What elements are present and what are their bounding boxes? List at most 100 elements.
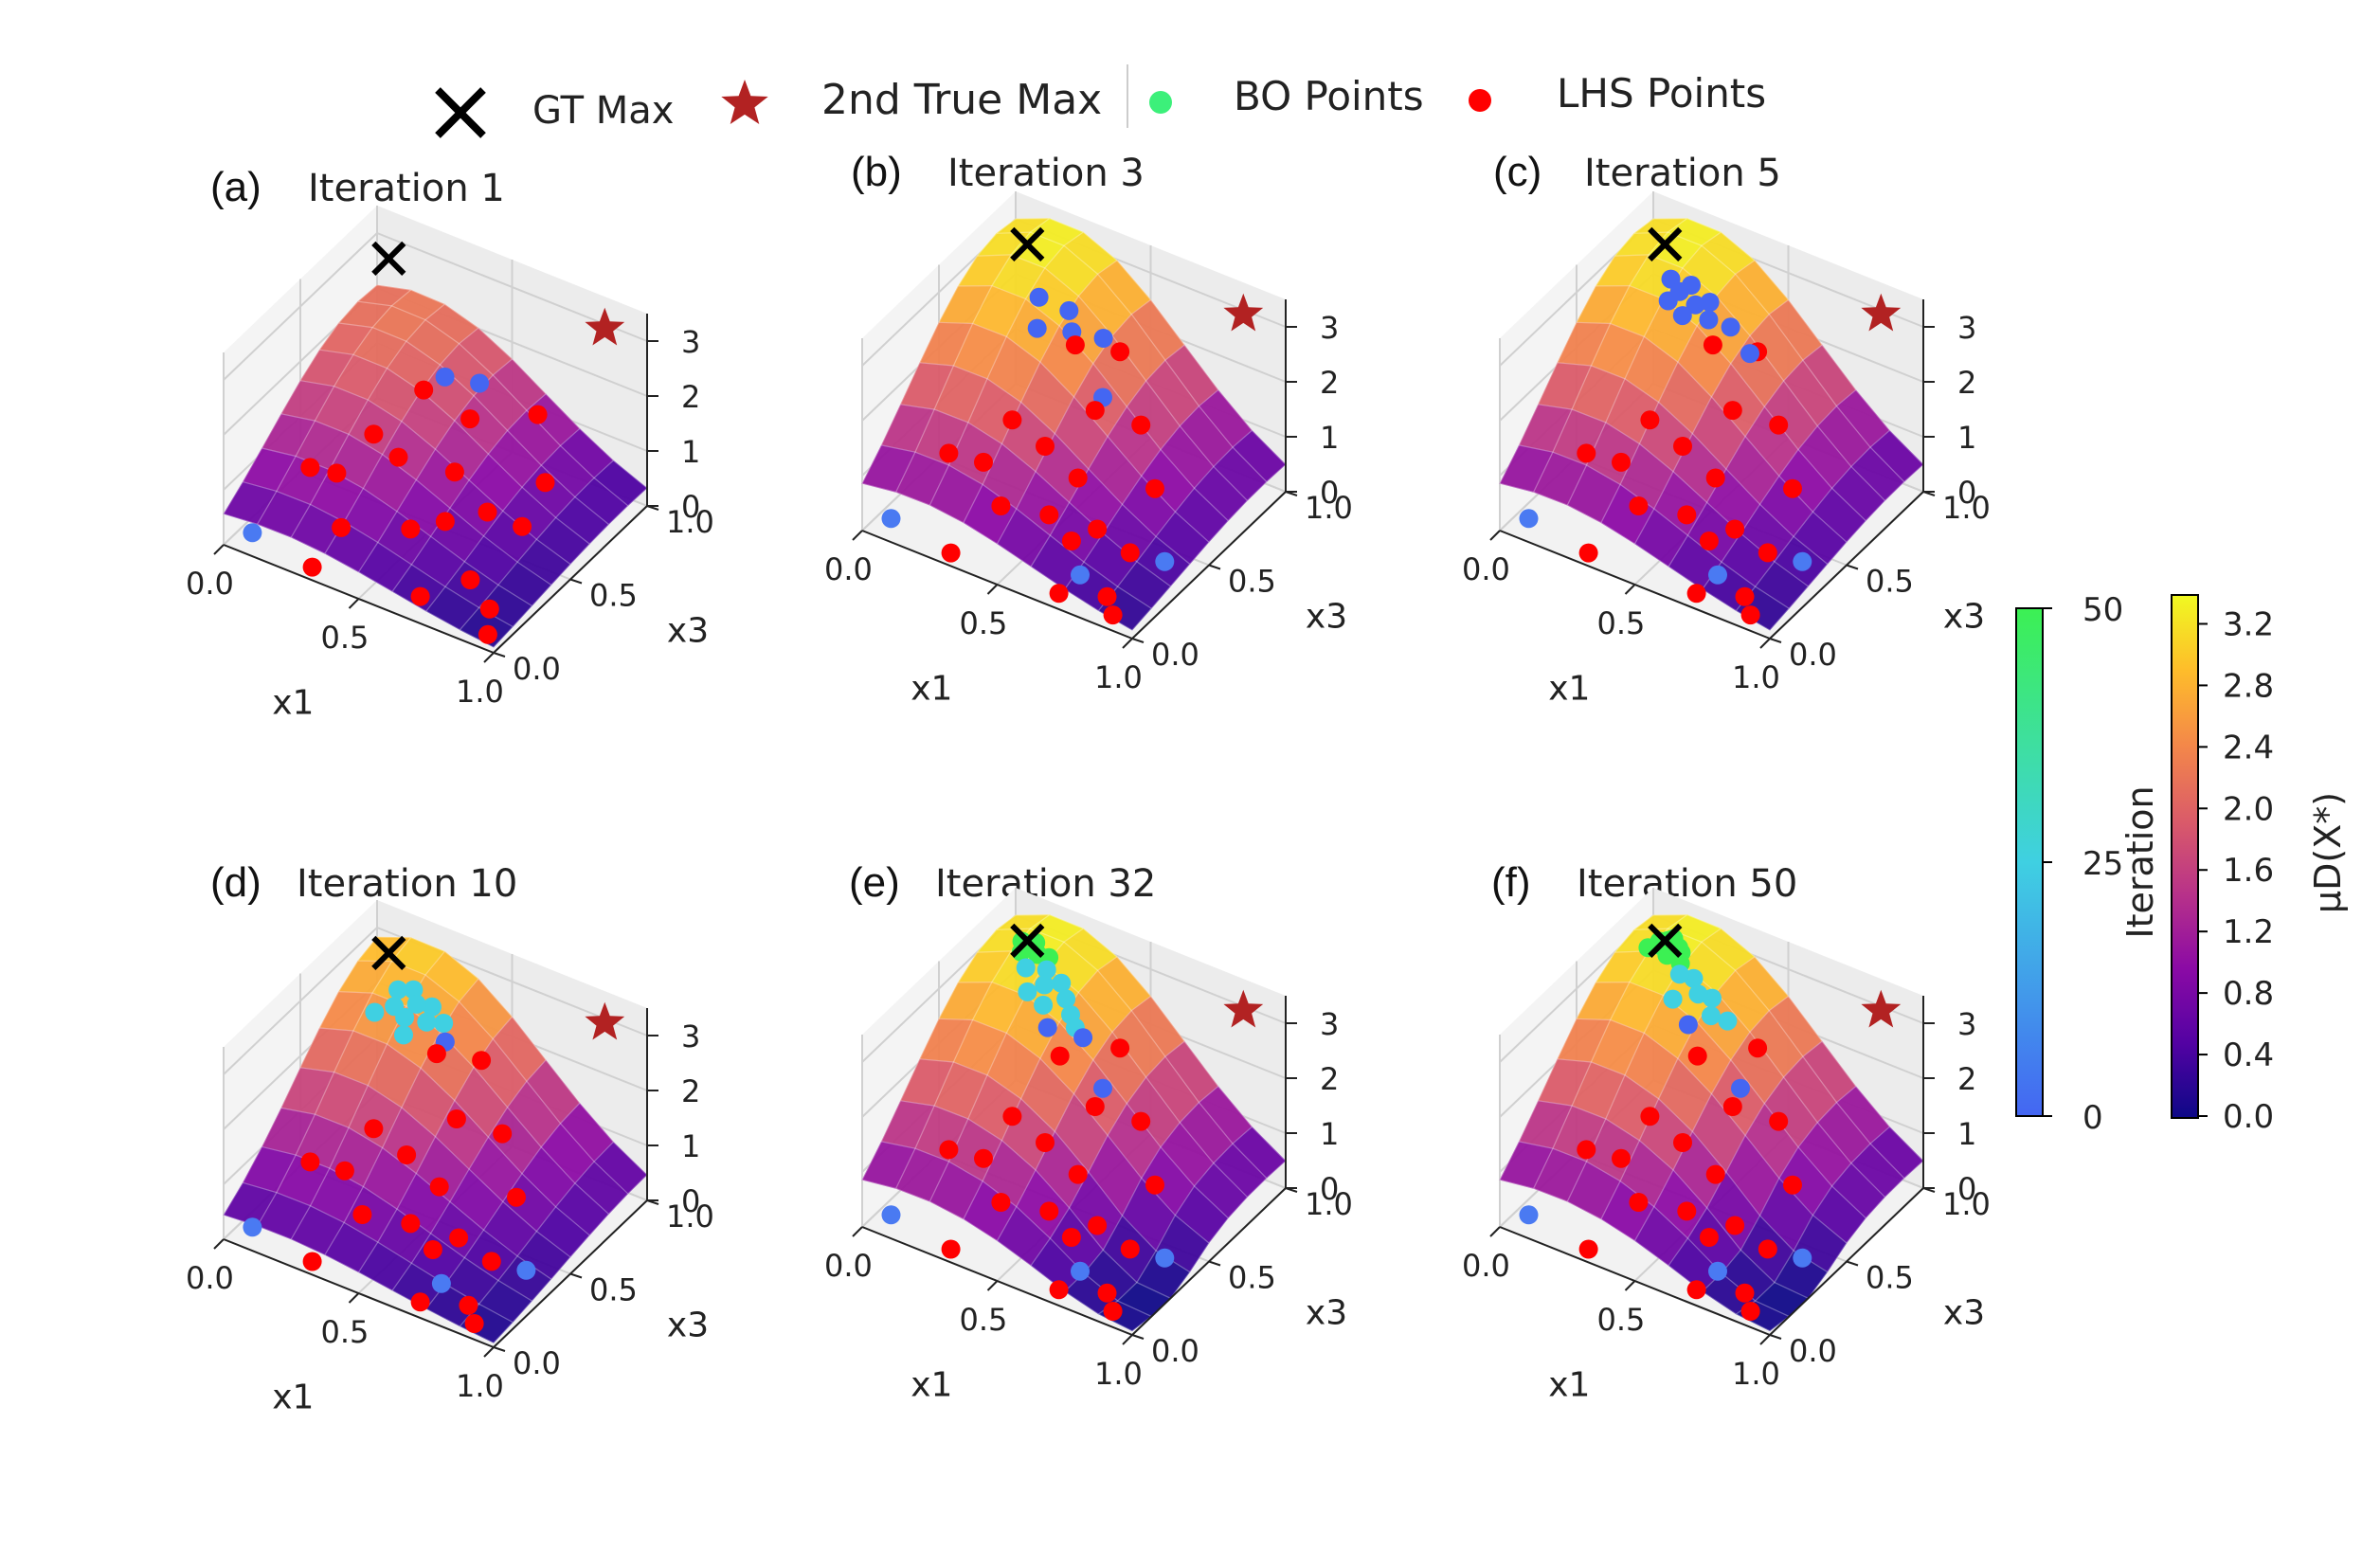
surface-mesh-line bbox=[996, 299, 1151, 545]
surface-mesh-line bbox=[1614, 254, 1885, 501]
surface-mesh-line bbox=[1596, 284, 1866, 522]
lhs-point bbox=[1145, 1175, 1164, 1195]
bo-point bbox=[423, 997, 442, 1017]
bo-point bbox=[431, 1273, 451, 1293]
bo-point bbox=[1519, 509, 1539, 529]
x3-axis-label: x3 bbox=[1306, 597, 1347, 636]
bo-point bbox=[1018, 982, 1037, 1001]
gt-max-marker bbox=[1648, 923, 1683, 959]
surface-mesh-line bbox=[900, 1100, 1171, 1299]
iteration-colorbar-bar bbox=[2015, 607, 2044, 1117]
bo-point bbox=[881, 1205, 901, 1225]
lhs-point bbox=[941, 543, 961, 563]
panel-title: Iteration 1 bbox=[308, 167, 505, 210]
bo-point bbox=[1093, 329, 1113, 348]
gt-max-stroke bbox=[371, 241, 406, 277]
bo-point bbox=[1793, 1248, 1812, 1268]
lhs-point bbox=[1722, 1097, 1742, 1116]
x1-axis-label: x1 bbox=[911, 670, 952, 709]
x1-tick-mark bbox=[1759, 1334, 1771, 1345]
x1-tick-label: 1.0 bbox=[1732, 659, 1780, 695]
lhs-point bbox=[302, 1252, 322, 1271]
x1-tick-label: 1.0 bbox=[1094, 659, 1143, 695]
z-tick-label: 0 bbox=[1320, 475, 1339, 511]
x3-axis-label: x3 bbox=[1306, 1293, 1347, 1332]
surface-mesh-line bbox=[1576, 1018, 1848, 1244]
lhs-point bbox=[1039, 505, 1059, 525]
x1-tick-mark bbox=[483, 652, 495, 663]
surface-mesh-line bbox=[425, 427, 581, 612]
second-max-star-icon bbox=[721, 80, 768, 124]
bo-point bbox=[1052, 973, 1072, 993]
x3-tick-label: 0.0 bbox=[513, 651, 561, 687]
lhs-point bbox=[991, 496, 1011, 515]
panel-letter: (c) bbox=[1493, 149, 1542, 195]
bo-point bbox=[1740, 344, 1759, 364]
panel-letter: (f) bbox=[1491, 859, 1531, 906]
z-tick-label: 2 bbox=[1320, 1061, 1339, 1097]
gt-max-marker bbox=[1648, 226, 1683, 262]
x3-tick-label: 0.0 bbox=[513, 1345, 561, 1381]
gt-max-marker bbox=[1010, 923, 1045, 959]
x3-tick-mark bbox=[1131, 638, 1145, 643]
lhs-point bbox=[435, 512, 455, 532]
lhs-point bbox=[410, 1292, 430, 1312]
x3-tick-mark bbox=[1769, 1334, 1782, 1340]
surface-mesh-line bbox=[338, 322, 609, 525]
surface-mesh-line bbox=[938, 1018, 1210, 1244]
x1-tick-mark bbox=[1122, 638, 1133, 649]
mu-tick-label: 0.8 bbox=[2223, 975, 2274, 1013]
lhs-point bbox=[1131, 415, 1151, 435]
lhs-point bbox=[1722, 401, 1742, 421]
surface-mesh-line bbox=[1499, 218, 1654, 484]
x1-tick-label: 0.0 bbox=[824, 1248, 873, 1284]
x1-tick-mark bbox=[986, 584, 999, 595]
lhs-point bbox=[1687, 1046, 1707, 1066]
x3-tick-mark bbox=[1846, 1260, 1859, 1267]
x3-tick-label: 0.0 bbox=[1789, 1333, 1837, 1369]
lhs-point bbox=[1036, 1133, 1055, 1152]
lhs-point bbox=[1677, 505, 1697, 525]
surface-mesh-line bbox=[861, 914, 1017, 1181]
x1-tick-mark bbox=[1759, 638, 1771, 649]
lhs-point bbox=[1120, 543, 1140, 563]
surface-mesh-line bbox=[243, 481, 514, 628]
second-max-marker bbox=[1223, 989, 1264, 1028]
x1-tick-label: 0.5 bbox=[321, 620, 370, 656]
surface-mesh-line bbox=[1064, 1086, 1219, 1292]
surface-mesh-line bbox=[257, 289, 411, 525]
surface-mesh-line bbox=[319, 1027, 590, 1236]
surface-mesh-line bbox=[223, 936, 378, 1216]
gt-max-stroke bbox=[1648, 923, 1683, 959]
surface-mesh-line bbox=[1030, 1040, 1185, 1267]
lhs-point bbox=[1061, 1228, 1081, 1247]
z-tick-label: 0 bbox=[681, 1183, 700, 1219]
x1-tick-mark bbox=[348, 1292, 360, 1304]
lhs-point bbox=[1065, 335, 1085, 355]
z-tick-label: 3 bbox=[1957, 1006, 1976, 1042]
panel-title: Iteration 5 bbox=[1584, 152, 1781, 195]
x1-tick-label: 0.0 bbox=[1462, 551, 1510, 587]
surface-mesh-line bbox=[1538, 1100, 1809, 1299]
surface-mesh-line bbox=[1736, 1126, 1890, 1315]
lhs-point bbox=[1758, 543, 1777, 563]
surface-mesh-line bbox=[459, 460, 614, 631]
lhs-point bbox=[1068, 468, 1088, 488]
mu-tick-label: 2.0 bbox=[2223, 790, 2274, 828]
x3-tick-label: 1.0 bbox=[1942, 1186, 1991, 1222]
z-tick-label: 0 bbox=[1957, 475, 1976, 511]
lhs-point bbox=[1673, 1133, 1692, 1152]
surface-mesh-line bbox=[324, 978, 479, 1255]
x1-tick-label: 0.5 bbox=[1597, 605, 1646, 641]
x3-tick-mark bbox=[1208, 564, 1221, 570]
lhs-point bbox=[481, 1252, 501, 1271]
lhs-point bbox=[449, 1228, 469, 1248]
lhs-point bbox=[1686, 584, 1706, 604]
x3-axis-label: x3 bbox=[1943, 1293, 1985, 1332]
x1-tick-mark bbox=[213, 544, 225, 555]
lhs-point bbox=[460, 570, 480, 589]
lhs-point bbox=[1686, 1280, 1706, 1300]
x1-tick-mark bbox=[1489, 530, 1501, 541]
lhs-point bbox=[1612, 452, 1631, 472]
